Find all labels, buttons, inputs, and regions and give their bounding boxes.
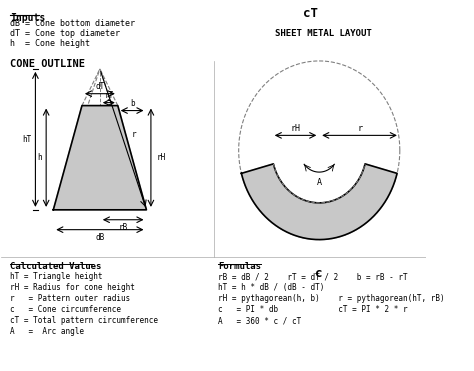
Text: dB: dB — [95, 233, 104, 242]
Text: rB = dB / 2    rT = dT / 2    b = rB - rT: rB = dB / 2 rT = dT / 2 b = rB - rT — [218, 272, 408, 281]
Text: c   = PI * db             cT = PI * 2 * r: c = PI * db cT = PI * 2 * r — [218, 305, 408, 314]
Text: A   = 360 * c / cT: A = 360 * c / cT — [218, 316, 301, 325]
Text: r: r — [132, 130, 136, 139]
Text: rT: rT — [104, 91, 113, 100]
Text: h  = Cone height: h = Cone height — [10, 39, 91, 48]
Text: hT = h * dB / (dB - dT): hT = h * dB / (dB - dT) — [218, 283, 324, 292]
Text: SHEET METAL LAYOUT: SHEET METAL LAYOUT — [275, 29, 372, 38]
Text: b: b — [130, 99, 135, 108]
Text: rB: rB — [118, 223, 128, 232]
Text: Calculated Values: Calculated Values — [10, 262, 102, 272]
Polygon shape — [53, 106, 146, 210]
Text: dT = Cone top diameter: dT = Cone top diameter — [10, 29, 120, 38]
Text: CONE OUTLINE: CONE OUTLINE — [10, 59, 85, 69]
Text: rH: rH — [291, 124, 301, 133]
Text: Inputs: Inputs — [10, 13, 46, 23]
Text: r   = Pattern outer radius: r = Pattern outer radius — [10, 294, 131, 303]
Text: hT = Triangle height: hT = Triangle height — [10, 272, 103, 281]
Text: cT = Total pattern circumference: cT = Total pattern circumference — [10, 316, 158, 325]
Text: rH: rH — [157, 153, 166, 162]
Text: rH = pythagorean(h, b)    r = pythagorean(hT, rB): rH = pythagorean(h, b) r = pythagorean(h… — [218, 294, 445, 303]
Text: Formulas: Formulas — [218, 262, 261, 272]
Text: dB = Cone bottom diameter: dB = Cone bottom diameter — [10, 19, 136, 28]
Polygon shape — [241, 164, 397, 240]
Text: cT: cT — [303, 7, 318, 20]
Text: A   =  Arc angle: A = Arc angle — [10, 327, 84, 336]
Text: hT: hT — [22, 135, 31, 144]
Text: h: h — [37, 153, 42, 162]
Text: rH = Radius for cone height: rH = Radius for cone height — [10, 283, 135, 292]
Text: c   = Cone circumference: c = Cone circumference — [10, 305, 121, 314]
Text: r: r — [357, 124, 362, 133]
Text: A: A — [317, 178, 322, 187]
Text: dT: dT — [95, 82, 104, 91]
Text: c: c — [316, 267, 323, 280]
